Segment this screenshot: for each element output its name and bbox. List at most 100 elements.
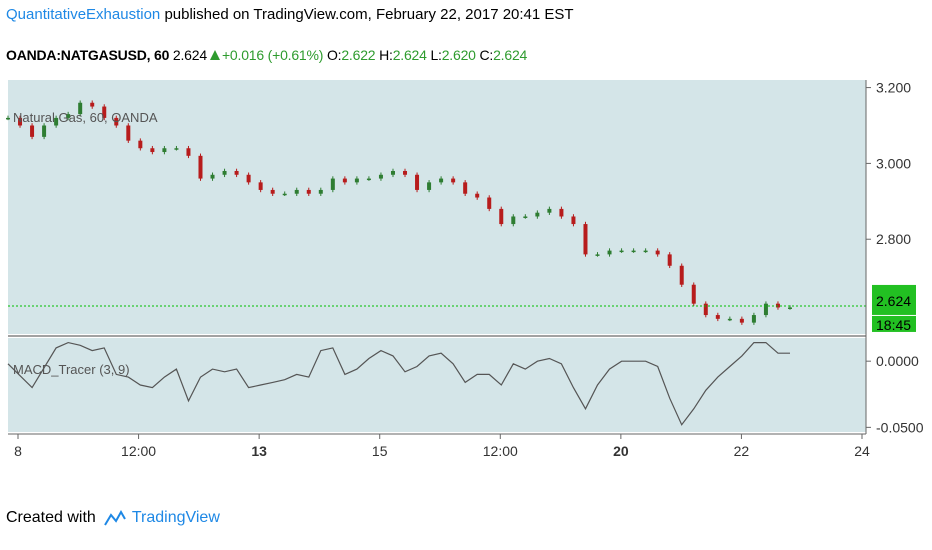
close-label: C: <box>479 47 494 63</box>
candle-body <box>30 125 35 137</box>
candle-body <box>54 117 59 126</box>
price-axis-label: 3.200 <box>876 80 911 96</box>
footer: Created with TradingView <box>6 509 220 527</box>
open-value: 2.622 <box>341 47 376 63</box>
candle-body <box>403 170 408 175</box>
header-line: QuantitativeExhaustion published on Trad… <box>6 6 574 23</box>
time-axis-label: 20 <box>613 443 629 459</box>
candle-body <box>18 117 23 126</box>
candle-body <box>619 250 624 253</box>
macd-pane[interactable] <box>8 338 866 432</box>
candle-body <box>258 182 263 190</box>
candle-body <box>270 189 275 194</box>
time-axis-label: 15 <box>372 443 388 459</box>
tradingview-brand-link[interactable]: TradingView <box>131 509 220 526</box>
time-axis-label: 24 <box>854 443 870 459</box>
candle-body <box>631 250 636 253</box>
candle-body <box>763 303 768 316</box>
candle-body <box>523 216 528 218</box>
candle-body <box>739 318 744 323</box>
price-pane-title: Natural Gas, 60, OANDA <box>13 110 158 125</box>
candle-body <box>342 178 347 183</box>
close-value: 2.624 <box>493 47 528 63</box>
candle-body <box>354 178 359 183</box>
candle-body <box>715 315 720 319</box>
candle-body <box>318 189 323 194</box>
candle-body <box>487 197 492 209</box>
candle-body <box>463 182 468 194</box>
candle-body <box>330 178 335 190</box>
candle-body <box>66 114 71 118</box>
candle-body <box>679 265 684 285</box>
candle-body <box>607 250 612 255</box>
macd-axis[interactable]: 0.0000 -0.0500 <box>866 353 924 435</box>
candle-body <box>415 174 420 190</box>
countdown-badge <box>872 315 916 332</box>
candle-body <box>691 284 696 304</box>
symbol-label: OANDA:NATGASUSD, 60 <box>6 47 170 63</box>
candle-body <box>306 189 311 194</box>
candle-body <box>222 170 227 175</box>
candle-body <box>78 102 83 115</box>
chart-area[interactable]: Natural Gas, 60, OANDA MACD_Tracer (3, 9… <box>0 72 932 482</box>
price-axis-label: 3.000 <box>876 155 911 171</box>
candle-body <box>499 208 504 225</box>
candle-body <box>234 170 239 175</box>
candle-body <box>366 178 371 181</box>
candle-body <box>42 125 47 137</box>
candle-body <box>162 148 167 153</box>
candle-body <box>102 106 107 118</box>
candle-body <box>511 216 516 225</box>
price-series <box>6 100 792 325</box>
created-with-text: Created with <box>6 509 96 526</box>
up-arrow-icon <box>209 50 220 60</box>
time-axis-label: 22 <box>734 443 750 459</box>
last-price-badge-text: 2.624 <box>876 293 911 309</box>
published-text: published on TradingView.com, February 2… <box>164 6 574 23</box>
open-label: O: <box>326 47 342 63</box>
candle-body <box>643 250 648 253</box>
candle-body <box>378 174 383 179</box>
last-price-badge <box>872 284 916 315</box>
candle-body <box>571 216 576 225</box>
quote-line: OANDA:NATGASUSD, 60 2.624 +0.016 (+0.61%)… <box>6 47 527 63</box>
candle-body <box>282 193 287 196</box>
candle-body <box>90 102 95 107</box>
price-axis[interactable]: 3.200 3.000 2.800 <box>866 80 911 248</box>
candle-body <box>294 189 299 194</box>
candle-body <box>535 212 540 217</box>
candle-body <box>559 208 564 217</box>
time-axis-label: 13 <box>251 443 267 459</box>
time-axis-label: 12:00 <box>483 443 518 459</box>
macd-pane-title: MACD_Tracer (3, 9) <box>13 362 130 377</box>
candle-body <box>138 140 143 149</box>
high-label: H: <box>379 47 393 63</box>
candle-body <box>6 117 10 120</box>
price-axis-label: 2.800 <box>876 231 911 247</box>
candle-body <box>583 224 588 255</box>
candle-body <box>595 254 600 256</box>
last-price: 2.624 <box>172 47 207 63</box>
price-change: +0.016 (+0.61%) <box>221 47 324 63</box>
candle-body <box>703 303 708 316</box>
time-axis-label: 12:00 <box>121 443 156 459</box>
candle-body <box>150 148 155 153</box>
candle-body <box>439 178 444 183</box>
tradingview-logo-icon <box>103 509 126 526</box>
candle-body <box>174 148 179 150</box>
candle-body <box>788 307 792 309</box>
candle-body <box>655 250 660 255</box>
candle-body <box>475 193 480 198</box>
macd-axis-label: -0.0500 <box>876 419 924 435</box>
low-value: 2.620 <box>441 47 476 63</box>
time-axis-label: 8 <box>14 443 22 459</box>
candle-body <box>427 182 432 190</box>
candle-body <box>210 174 215 179</box>
candle-body <box>390 170 395 175</box>
author-link[interactable]: QuantitativeExhaustion <box>6 6 161 23</box>
time-axis[interactable]: 8 12:00 13 15 12:00 20 22 24 <box>14 434 870 459</box>
price-pane[interactable] <box>8 80 866 334</box>
high-value: 2.624 <box>392 47 427 63</box>
candle-body <box>547 208 552 213</box>
macd-series-line <box>7 341 790 426</box>
